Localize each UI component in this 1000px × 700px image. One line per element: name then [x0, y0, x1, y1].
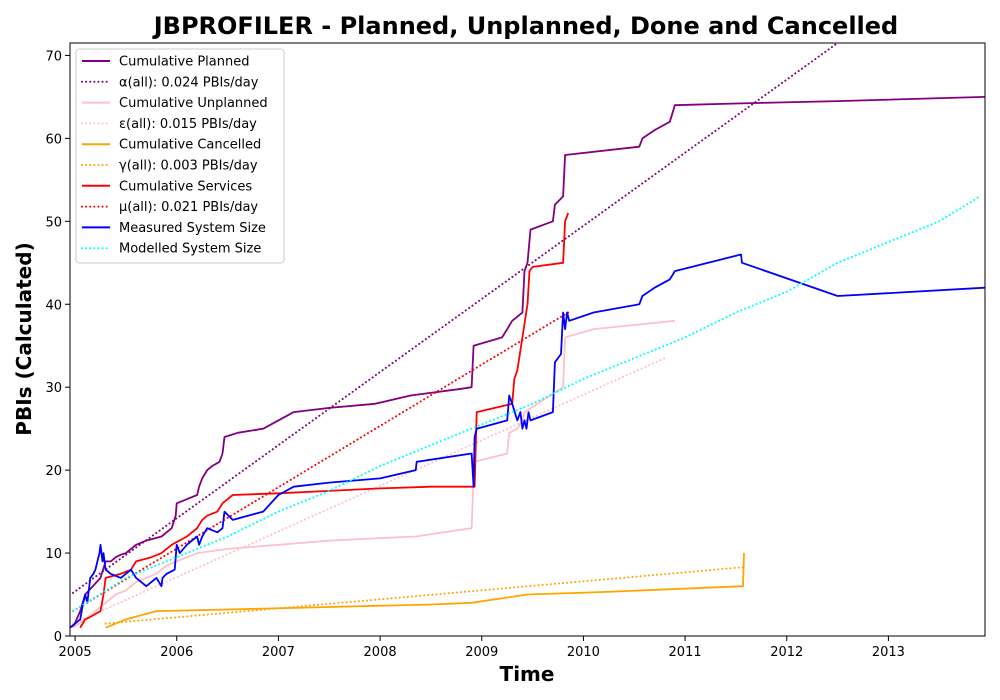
series-line-cumulative-unplanned — [72, 319, 675, 629]
series-layer — [70, 43, 985, 629]
legend-entry-label: Cumulative Services — [119, 179, 252, 194]
y-tick-label: 20 — [45, 464, 62, 479]
legend-entry-label: Cumulative Cancelled — [119, 138, 261, 153]
x-tick-label: 2006 — [160, 645, 193, 660]
y-tick-label: 10 — [45, 547, 62, 562]
chart-title: JBPROFILER - Planned, Unplanned, Done an… — [152, 12, 899, 40]
y-axis-label: PBIs (Calculated) — [12, 242, 36, 435]
plot-area-frame — [69, 42, 986, 637]
legend: Cumulative Planned α(all): 0.024 PBIs/day… — [75, 48, 285, 264]
x-tick-label: 2007 — [262, 645, 295, 660]
legend-entry-label: Cumulative Unplanned — [119, 96, 268, 111]
series-line-all-0-015-pbis-day — [72, 357, 666, 625]
x-tick-label: 2013 — [872, 645, 905, 660]
series-line-cumulative-cancelled — [105, 553, 745, 629]
x-tick-label: 2010 — [567, 645, 600, 660]
legend-items: Cumulative Planned α(all): 0.024 PBIs/day… — [81, 55, 268, 257]
legend-entry-label: Measured System Size — [119, 221, 266, 236]
y-tick-label: 50 — [45, 215, 62, 230]
x-axis-ticks: 2005 2006 2007 2008 2009 2010 2011 2012 2013 — [59, 636, 905, 660]
series-line-cumulative-services — [79, 212, 570, 629]
x-tick-label: 2009 — [465, 645, 498, 660]
legend-entry-label: ε(all): 0.015 PBIs/day — [119, 117, 257, 132]
series-line-cumulative-planned — [72, 96, 985, 629]
y-axis-ticks: 0 10 20 30 40 50 60 70 — [45, 49, 70, 645]
legend-entry-label: α(all): 0.024 PBIs/day — [119, 75, 259, 90]
x-tick-label: 2008 — [364, 645, 397, 660]
x-tick-label: 2005 — [59, 645, 92, 660]
legend-frame — [75, 48, 285, 264]
y-tick-label: 40 — [45, 298, 62, 313]
y-tick-label: 30 — [45, 381, 62, 396]
y-tick-label: 70 — [45, 49, 62, 64]
series-line-all-0-003-pbis-day — [104, 566, 744, 625]
series-line-all-0-024-pbis-day — [72, 43, 839, 594]
y-tick-label: 60 — [45, 132, 62, 147]
series-line-modelled-system-size — [72, 195, 981, 613]
legend-entry-label: μ(all): 0.021 PBIs/day — [119, 200, 258, 215]
x-tick-label: 2011 — [669, 645, 702, 660]
legend-entry-label: γ(all): 0.003 PBIs/day — [119, 159, 258, 174]
x-tick-label: 2012 — [770, 645, 803, 660]
legend-entry-label: Cumulative Planned — [119, 55, 249, 70]
x-axis-label: Time — [500, 662, 555, 686]
y-tick-label: 0 — [54, 630, 62, 645]
legend-entry-label: Modelled System Size — [119, 242, 261, 257]
series-line-measured-system-size — [70, 253, 985, 629]
